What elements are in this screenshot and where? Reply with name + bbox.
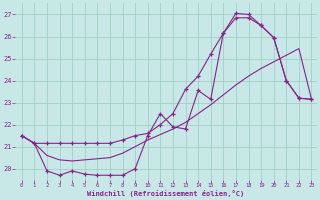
- X-axis label: Windchill (Refroidissement éolien,°C): Windchill (Refroidissement éolien,°C): [87, 190, 244, 197]
